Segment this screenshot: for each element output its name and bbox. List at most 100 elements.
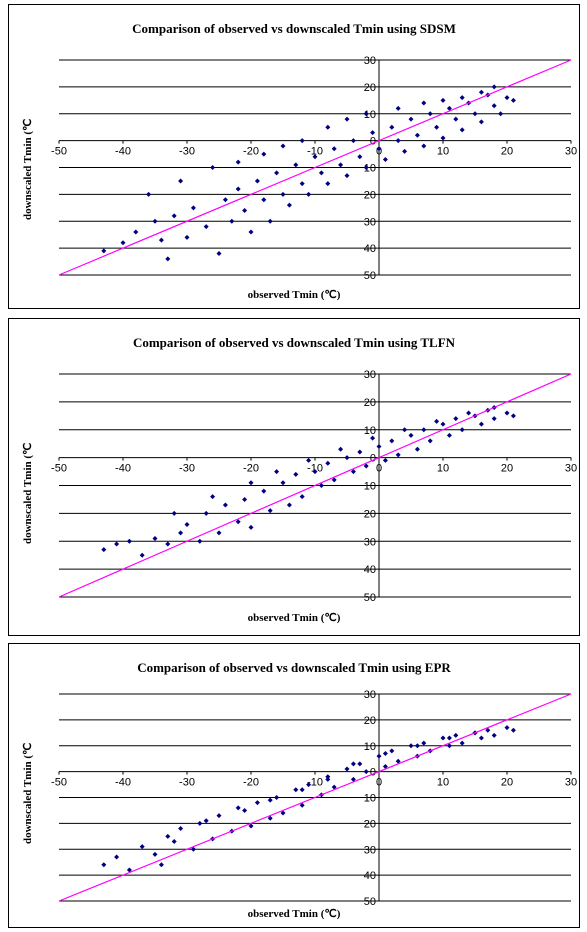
data-point <box>478 735 484 741</box>
data-point <box>414 132 420 138</box>
data-point <box>427 111 433 117</box>
data-point <box>203 224 209 230</box>
data-point <box>376 753 382 759</box>
data-point <box>184 522 190 528</box>
data-point <box>114 854 120 860</box>
data-point <box>510 413 516 419</box>
data-point <box>338 162 344 168</box>
data-point <box>504 725 510 731</box>
x-tick-label: -10 <box>307 463 323 475</box>
data-point <box>491 84 497 90</box>
chart-panel-epr: Comparison of observed vs downscaled Tmi… <box>8 643 580 928</box>
data-point <box>395 452 401 458</box>
x-axis-label: observed Tmin (℃) <box>247 908 341 920</box>
data-point <box>491 103 497 109</box>
data-point <box>440 421 446 427</box>
data-point <box>293 787 299 793</box>
data-point <box>158 862 164 868</box>
x-tick-label: -50 <box>51 777 67 789</box>
data-point <box>459 95 465 101</box>
x-tick-label: -30 <box>179 777 195 789</box>
data-point <box>248 229 254 235</box>
y-tick-label: 10 <box>364 425 376 437</box>
data-point <box>229 218 235 224</box>
data-point <box>478 421 484 427</box>
x-tick-label: -40 <box>115 463 131 475</box>
data-point <box>210 165 216 170</box>
data-point <box>235 805 241 811</box>
y-tick-label: 20 <box>364 82 376 94</box>
x-tick-label: -20 <box>243 463 259 475</box>
x-tick-label: -10 <box>307 146 323 158</box>
data-point <box>242 496 248 502</box>
x-tick-label: 0 <box>376 146 382 158</box>
data-point <box>274 170 280 176</box>
x-tick-label: 10 <box>437 777 449 789</box>
y-tick-label: 10 <box>364 741 376 753</box>
data-point <box>293 471 299 477</box>
x-tick-label: 20 <box>501 463 513 475</box>
data-point <box>402 427 408 433</box>
x-tick-label: -30 <box>179 463 195 475</box>
x-tick-label: 30 <box>565 777 577 789</box>
data-point <box>472 111 478 117</box>
data-point <box>190 846 196 852</box>
data-point <box>216 813 222 819</box>
data-point <box>414 743 420 749</box>
data-point <box>325 124 331 130</box>
data-point <box>414 446 420 452</box>
data-point <box>408 116 414 122</box>
data-point <box>325 776 331 782</box>
x-axis-label: observed Tmin (℃) <box>247 289 341 301</box>
data-point <box>299 181 305 187</box>
data-point <box>408 743 414 749</box>
data-point <box>325 181 331 187</box>
data-point <box>101 547 107 553</box>
y-tick-label: 20 <box>364 508 376 520</box>
data-point <box>357 449 363 455</box>
data-point <box>222 502 228 508</box>
x-tick-label: -40 <box>115 777 131 789</box>
x-tick-label: 10 <box>437 146 449 158</box>
data-point <box>331 784 337 790</box>
data-point <box>299 494 305 500</box>
data-point <box>171 838 177 844</box>
data-point <box>165 541 171 547</box>
data-point <box>261 151 267 157</box>
data-point <box>427 438 433 444</box>
x-tick-label: -50 <box>51 463 67 475</box>
data-point <box>235 519 241 525</box>
data-point <box>286 202 292 208</box>
data-point <box>158 237 164 243</box>
data-point <box>306 191 312 197</box>
x-tick-label: 10 <box>437 463 449 475</box>
data-point <box>235 159 241 165</box>
data-point <box>197 538 203 544</box>
data-point <box>382 156 388 162</box>
x-tick-label: 20 <box>501 777 513 789</box>
data-point <box>325 460 331 466</box>
data-point <box>293 162 299 168</box>
data-point <box>491 416 497 422</box>
data-point <box>363 769 369 775</box>
data-point <box>280 810 286 816</box>
data-point <box>267 815 273 821</box>
one-to-one-line <box>58 373 572 598</box>
data-point <box>120 240 126 246</box>
x-tick-label: -50 <box>51 146 67 158</box>
data-point <box>101 862 107 868</box>
data-point <box>382 751 388 757</box>
data-point <box>344 173 350 179</box>
data-point <box>389 748 395 754</box>
data-point <box>453 416 459 422</box>
data-point <box>146 191 152 197</box>
data-point <box>363 463 369 469</box>
data-point <box>299 138 305 144</box>
data-point <box>350 776 356 782</box>
data-point <box>434 124 440 130</box>
data-point <box>261 488 267 494</box>
data-point <box>306 782 312 788</box>
y-tick-label: 10 <box>364 793 376 805</box>
data-point <box>171 213 177 219</box>
